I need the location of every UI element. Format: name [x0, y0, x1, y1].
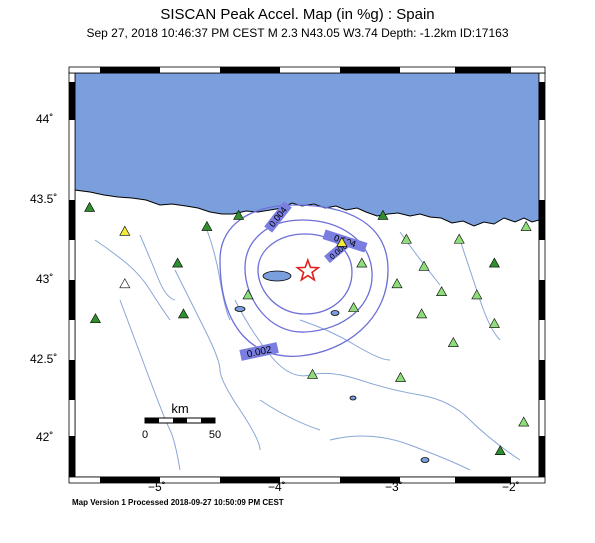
station-triangle-icon [172, 257, 184, 268]
scale-bar-end: 50 [209, 429, 221, 441]
station-triangle-icon [518, 416, 530, 427]
station-triangle-icon [233, 209, 245, 220]
station-triangle-icon [488, 257, 500, 268]
contour-label: 0.002 [246, 344, 273, 360]
sea-area [74, 72, 540, 227]
map-version-footer: Map Version 1 Processed 2018-09-27 10:50… [72, 498, 284, 507]
latitude-label: 42.5˚ [30, 352, 58, 366]
station-triangle-icon [395, 371, 407, 382]
station-triangle-icon [336, 236, 348, 247]
station-triangle-icon [119, 225, 131, 236]
scale-bar-unit: km [171, 401, 188, 416]
map-subtitle: Sep 27, 2018 10:46:37 PM CEST M 2.3 N43.… [86, 26, 509, 40]
longitude-label: −5˚ [148, 480, 166, 494]
station-triangle-icon [84, 201, 96, 212]
longitude-label: −3˚ [385, 480, 403, 494]
station-triangle-icon [348, 302, 360, 312]
station-triangle-icon [242, 289, 254, 300]
latitude-label: 43˚ [36, 272, 54, 286]
station-triangle-icon [418, 260, 430, 271]
station-triangle-icon [400, 233, 412, 244]
reservoirs [234, 270, 430, 463]
station-triangle-icon [488, 317, 500, 328]
station-triangle-icon [356, 257, 368, 268]
station-triangle-icon [453, 233, 465, 244]
station-triangle-icon [436, 286, 448, 297]
latitude-label: 44˚ [36, 112, 54, 126]
station-triangle-icon [307, 368, 319, 379]
latitude-label: 43.5˚ [30, 192, 58, 206]
longitude-label: −4˚ [268, 480, 286, 494]
station-triangle-icon [520, 220, 532, 231]
station-triangle-icon [391, 278, 403, 289]
station-triangle-icon [377, 209, 389, 220]
station-triangle-icon [416, 308, 428, 319]
station-triangle-icon [201, 220, 213, 231]
station-triangle-icon [447, 336, 459, 347]
station-triangle-icon [494, 445, 506, 456]
seismic-stations [84, 201, 532, 456]
map-title: SISCAN Peak Accel. Map (in %g) : Spain [160, 6, 435, 23]
station-triangle-icon [471, 289, 483, 300]
map-frame [68, 66, 546, 484]
latitude-label: 42˚ [36, 430, 54, 444]
longitude-label: −2˚ [502, 480, 520, 494]
station-triangle-icon [119, 278, 131, 289]
scale-bar-start: 0 [142, 429, 148, 441]
contour-006 [257, 233, 353, 315]
station-triangle-icon [89, 313, 101, 324]
rivers [94, 224, 521, 471]
epicenter-star-icon [295, 257, 321, 282]
station-triangle-icon [177, 308, 189, 319]
scale-bar: km 0 50 [142, 401, 221, 441]
